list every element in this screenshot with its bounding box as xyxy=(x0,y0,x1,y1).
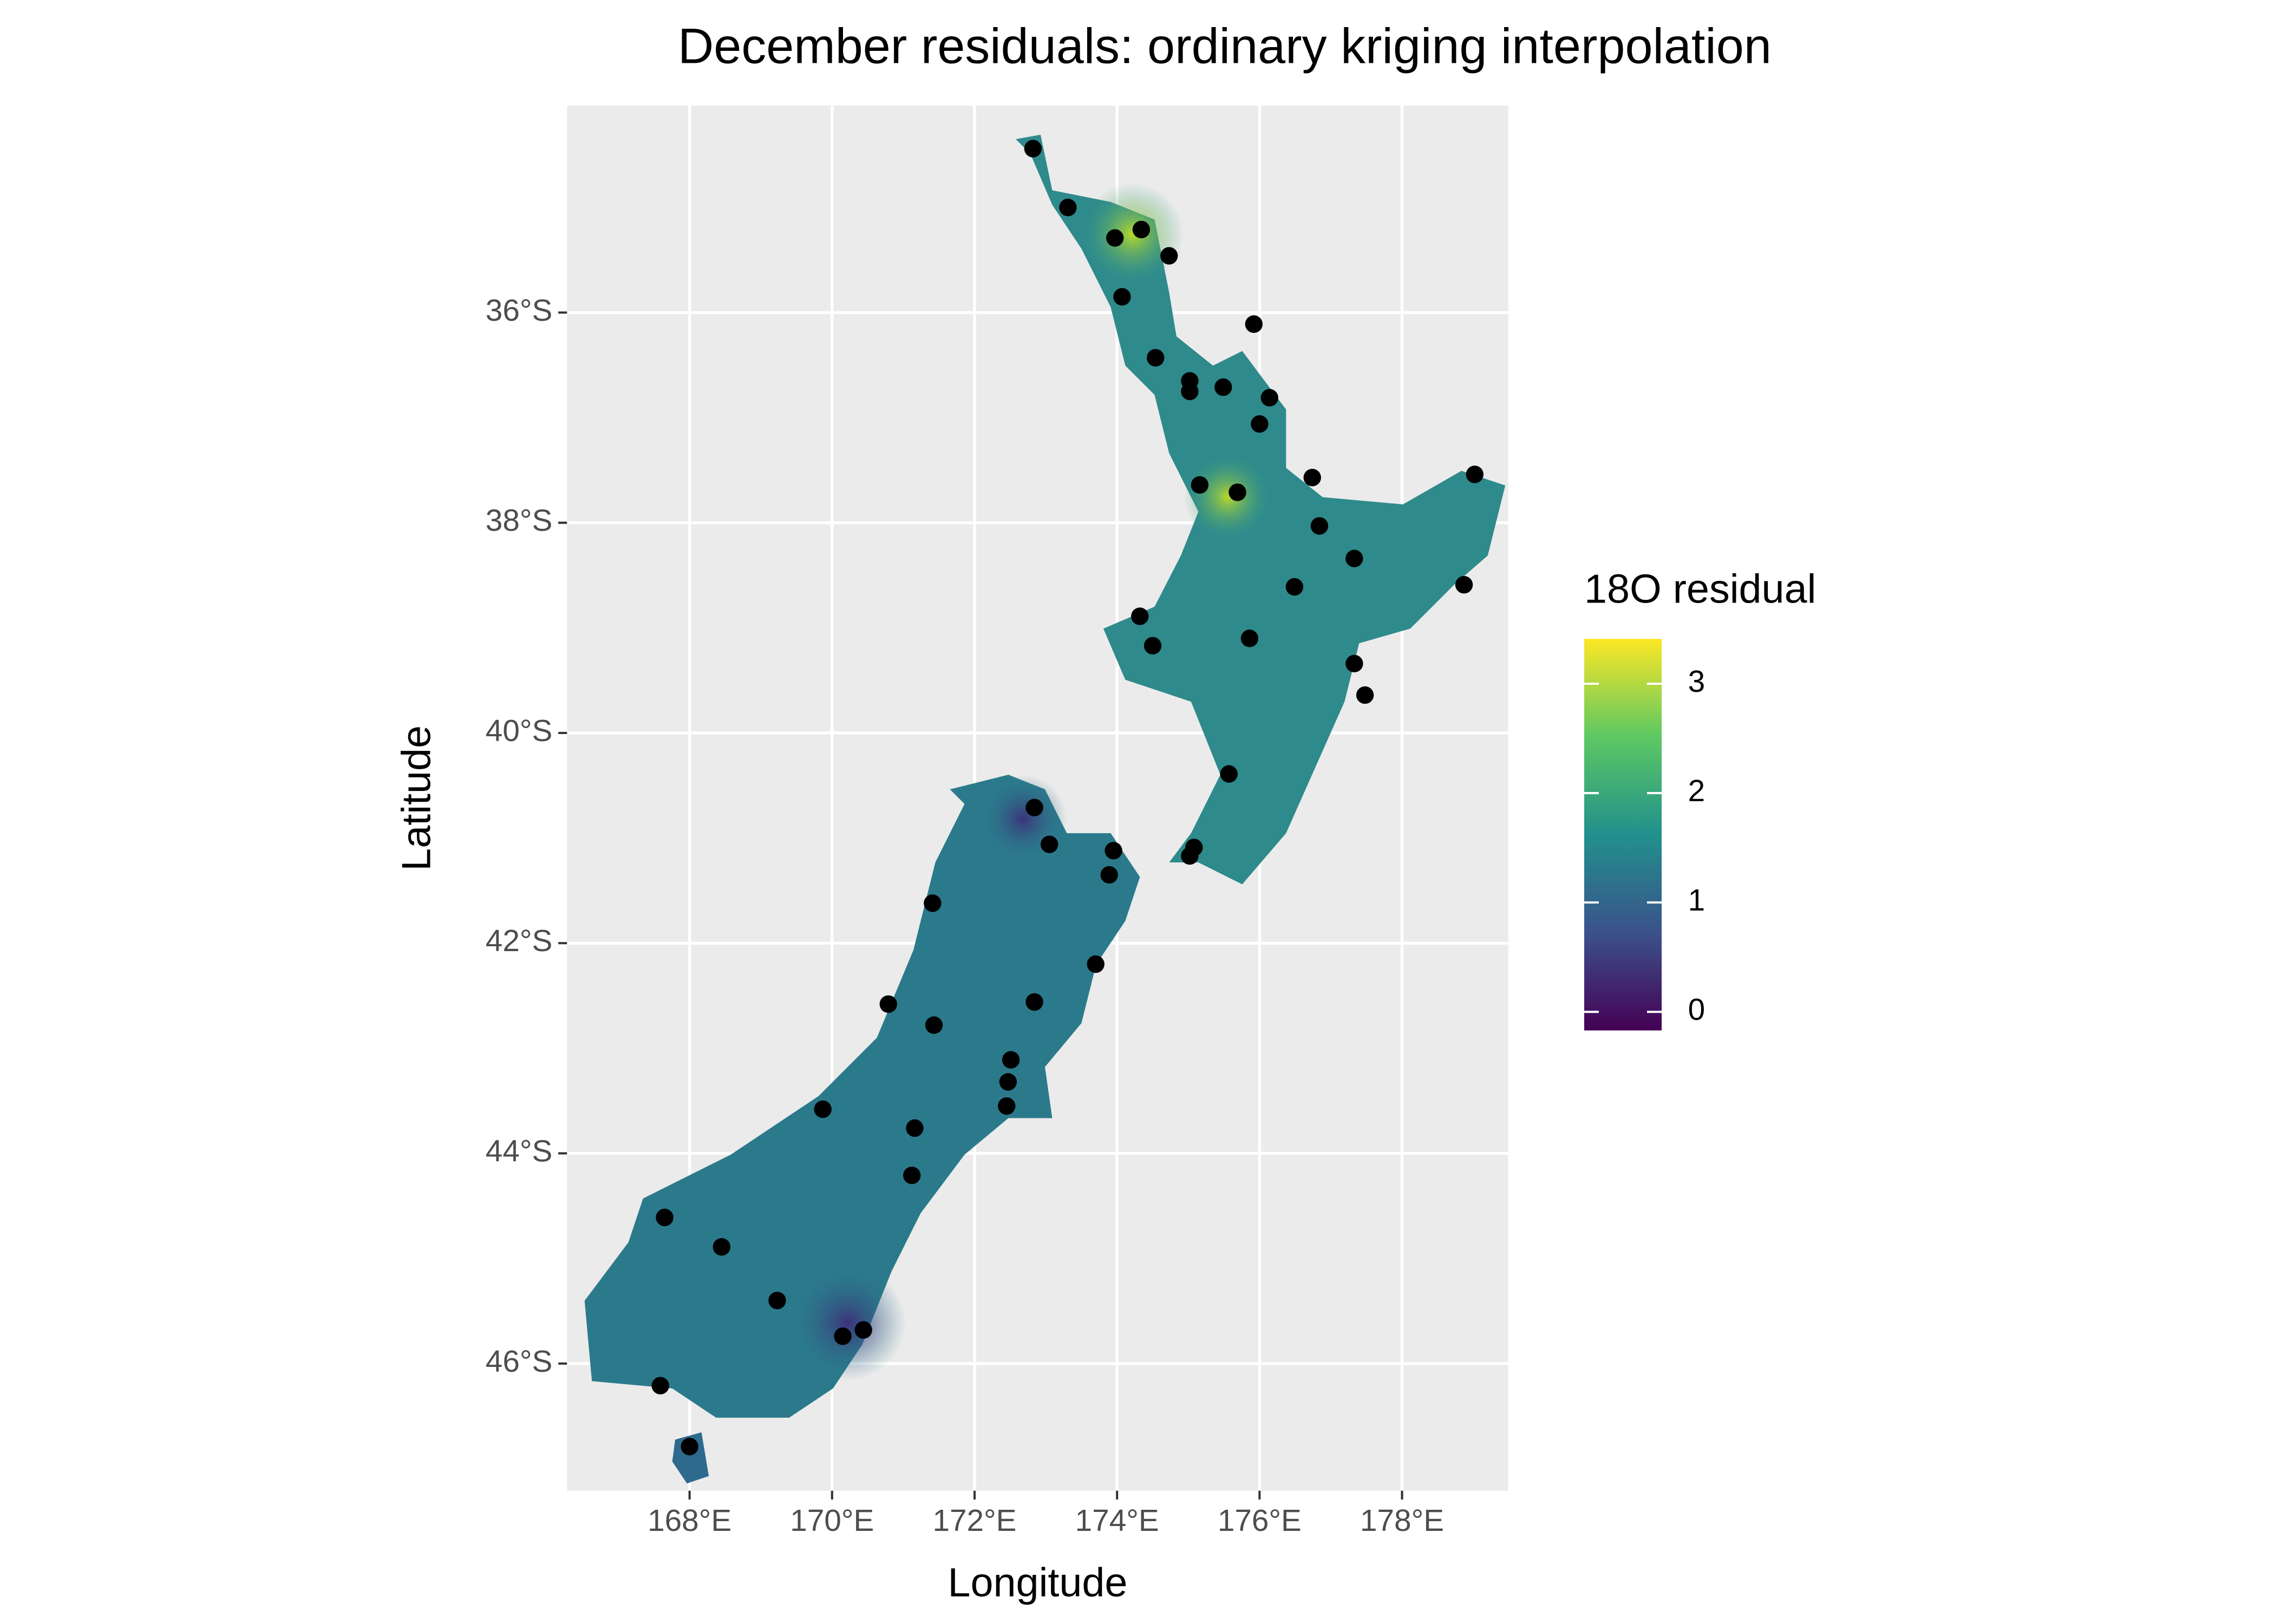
y-tick-label: 44°S xyxy=(486,1135,553,1169)
station-point xyxy=(1059,199,1077,217)
station-point xyxy=(768,1292,786,1309)
south-island xyxy=(584,775,1140,1418)
station-point xyxy=(1345,654,1363,673)
x-tick-label: 174°E xyxy=(1075,1504,1159,1538)
y-tick-label: 36°S xyxy=(486,293,553,328)
land xyxy=(584,134,1506,1484)
station-point xyxy=(1466,466,1484,483)
station-point xyxy=(1191,476,1209,494)
station-point xyxy=(998,1097,1016,1115)
station-point xyxy=(924,894,942,912)
x-axis-title: Longitude xyxy=(948,1560,1127,1606)
station-point xyxy=(1024,140,1042,158)
station-point xyxy=(1245,315,1263,333)
station-point xyxy=(1025,798,1043,817)
station-point xyxy=(903,1167,921,1184)
station-point xyxy=(1181,847,1199,865)
station-point xyxy=(1455,576,1473,594)
station-point xyxy=(999,1073,1017,1091)
y-axis-title: Latitude xyxy=(394,725,440,871)
station-point xyxy=(1132,220,1151,239)
station-point xyxy=(1285,578,1304,596)
station-point xyxy=(1040,835,1058,853)
station-point xyxy=(834,1327,852,1345)
station-point xyxy=(1345,549,1363,567)
station-point xyxy=(1113,288,1131,306)
station-point xyxy=(1143,637,1162,655)
x-tick-label: 168°E xyxy=(648,1504,731,1538)
station-point xyxy=(1310,517,1329,535)
station-point xyxy=(1214,378,1232,396)
station-point xyxy=(1105,842,1122,860)
chart-title: December residuals: ordinary kriging int… xyxy=(678,19,1772,74)
coldspot xyxy=(789,1264,906,1381)
legend-tick-label: 0 xyxy=(1688,993,1706,1027)
station-point xyxy=(656,1208,674,1227)
station-point xyxy=(1100,866,1118,884)
y-tick-label: 42°S xyxy=(486,924,553,958)
legend-tick-label: 2 xyxy=(1688,774,1706,808)
x-tick-label: 178°E xyxy=(1360,1504,1444,1538)
colorbar xyxy=(1584,639,1662,1031)
station-point xyxy=(1251,415,1269,433)
station-point xyxy=(906,1119,924,1137)
station-point xyxy=(1240,630,1259,647)
legend-tick-label: 1 xyxy=(1688,883,1706,918)
station-point xyxy=(1025,993,1043,1011)
y-tick-label: 38°S xyxy=(486,504,553,538)
station-point xyxy=(854,1321,872,1339)
station-point xyxy=(814,1100,832,1118)
station-point xyxy=(1220,765,1238,783)
x-tick-label: 176°E xyxy=(1218,1504,1302,1538)
x-tick-label: 170°E xyxy=(790,1504,874,1538)
station-point xyxy=(1106,229,1124,247)
hotspot xyxy=(1184,453,1272,541)
station-point xyxy=(681,1438,698,1456)
y-tick-label: 40°S xyxy=(486,714,553,748)
station-point xyxy=(1181,382,1199,401)
station-point xyxy=(1356,686,1374,704)
station-point xyxy=(1260,389,1278,407)
station-point xyxy=(1002,1051,1020,1069)
station-point xyxy=(1131,607,1149,625)
x-tick-label: 172°E xyxy=(932,1504,1016,1538)
station-point xyxy=(1160,247,1178,265)
y-tick-label: 46°S xyxy=(486,1345,553,1379)
station-point xyxy=(1147,349,1165,367)
station-point xyxy=(1303,469,1321,487)
station-point xyxy=(1229,483,1246,501)
station-point xyxy=(1087,955,1105,973)
station-point xyxy=(925,1016,943,1034)
station-point xyxy=(713,1238,731,1256)
station-point xyxy=(879,995,897,1013)
legend-title: 18O residual xyxy=(1584,567,1816,612)
station-point xyxy=(651,1377,669,1394)
legend-tick-label: 3 xyxy=(1688,665,1706,699)
hotspot xyxy=(1081,182,1184,285)
